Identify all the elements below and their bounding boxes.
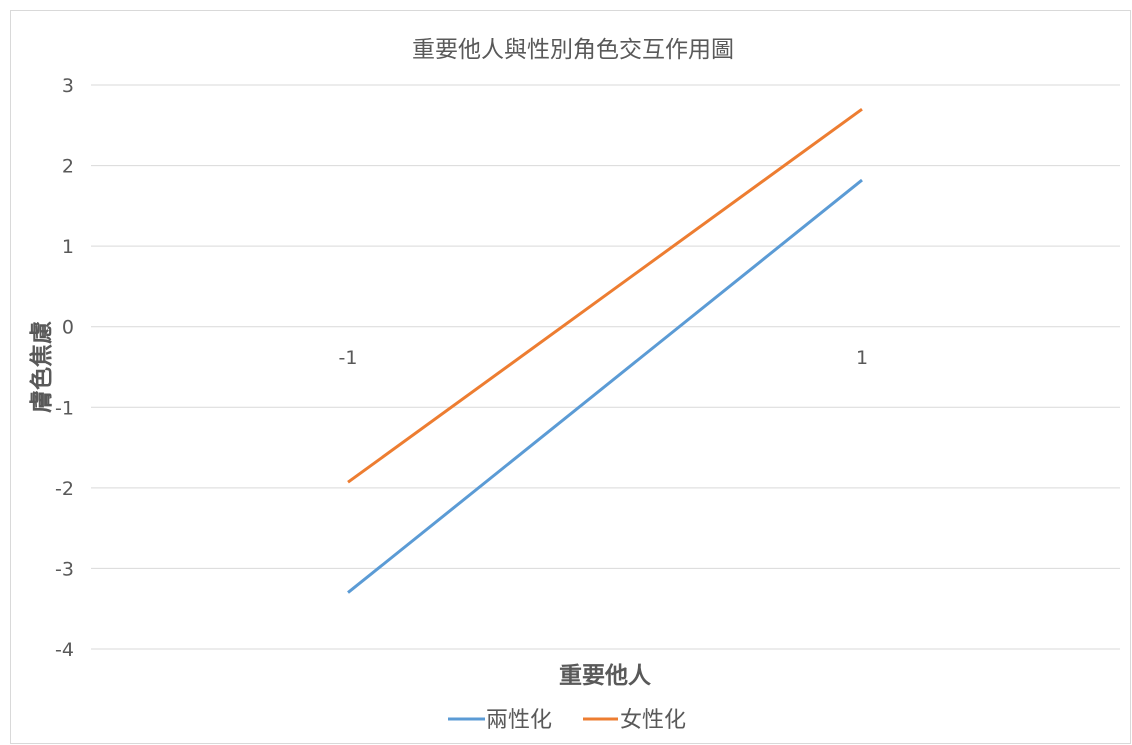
y-tick-label: 0: [62, 317, 74, 339]
y-axis-ticks: 3 2 1 0 -1 -2 -3 -4: [55, 75, 74, 661]
y-tick-label: 2: [62, 156, 74, 178]
y-tick-label: -1: [55, 397, 74, 419]
chart-title: 重要他人與性別角色交互作用圖: [412, 37, 734, 63]
x-tick-label: -1: [339, 347, 358, 369]
x-tick-label: 1: [856, 347, 868, 369]
series-lines: [347, 107, 863, 594]
y-tick-label: -4: [55, 639, 74, 661]
legend-label-series-1: 女性化: [620, 708, 686, 733]
series-line-0: [347, 178, 863, 594]
chart-frame: [10, 10, 1131, 744]
x-axis-ticks: -1 1: [339, 347, 869, 369]
series-line-1: [347, 107, 863, 484]
legend: 兩性化 女性化: [448, 708, 686, 733]
gridlines: [91, 84, 1120, 650]
y-tick-label: -2: [55, 478, 74, 500]
y-axis-title: 膚色焦慮: [28, 321, 55, 413]
y-tick-label: 3: [62, 75, 74, 97]
legend-label-series-0: 兩性化: [486, 708, 552, 733]
y-tick-label: 1: [62, 236, 74, 258]
x-axis-title: 重要他人: [559, 663, 652, 689]
y-tick-label: -3: [55, 558, 74, 580]
